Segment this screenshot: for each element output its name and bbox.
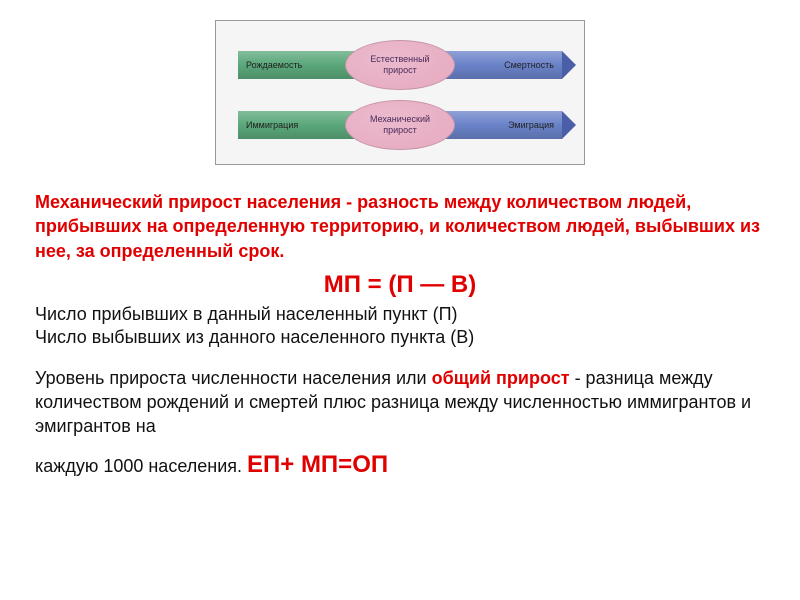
formula-mp: МП = (П — В) [35,271,765,299]
oval-natural-growth: Естественныйприрост [345,40,455,90]
legend-arrived: Число прибывших в данный населенный пунк… [35,303,765,326]
arrow-head-icon [562,111,576,139]
flow-row-natural: Рождаемость Смертность Естественныйприро… [216,37,584,92]
arrow-head-icon [562,51,576,79]
total-growth-paragraph: Уровень прироста численности населения и… [35,366,765,481]
legend-departed: Число выбывших из данного населенного пу… [35,326,765,349]
formula-total: ЕП+ МП=ОП [247,451,388,478]
label-natural-growth: Естественныйприрост [370,54,429,75]
para-1: Уровень прироста численности населения и… [35,368,432,388]
oval-mechanical-growth: Механическийприрост [345,100,455,150]
label-death: Смертность [504,60,554,70]
label-birth: Рождаемость [246,60,302,70]
flow-row-mechanical: Иммиграция Эмиграция Механическийприрост [216,97,584,152]
para-red: общий прирост [432,368,570,388]
diagram-container: Рождаемость Смертность Естественныйприро… [215,20,585,165]
definition-text: Механический прирост населения - разност… [35,190,765,263]
label-emigration: Эмиграция [508,120,554,130]
label-immigration: Иммиграция [246,120,298,130]
label-mechanical-growth: Механическийприрост [370,114,430,135]
formula-legend: Число прибывших в данный населенный пунк… [35,303,765,350]
para-3: каждую 1000 населения. [35,456,247,476]
